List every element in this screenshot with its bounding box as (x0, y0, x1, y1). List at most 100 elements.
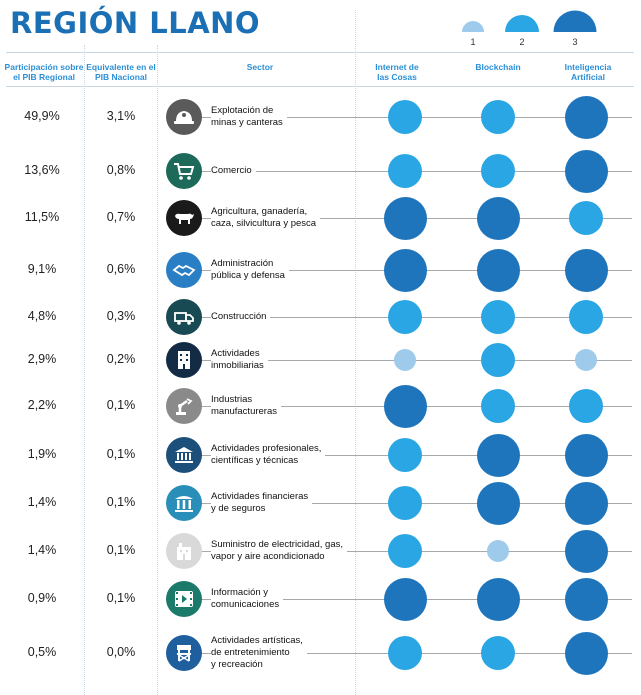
power-plant-icon (166, 533, 202, 569)
level-circle-iot (388, 534, 422, 568)
sector-label-line: de entretenimiento (211, 647, 290, 658)
equivalente-value: 0,8% (106, 163, 136, 177)
sector-label: Administración pública y defensa (211, 258, 289, 282)
level-circle-iot (388, 154, 422, 188)
legend: 1 2 3 (462, 10, 597, 47)
column-divider (355, 10, 356, 695)
participacion-value: 11,5% (24, 210, 60, 224)
level-circle-ia (564, 95, 608, 139)
participacion-value: 13,6% (24, 163, 60, 177)
level-circle-blockchain (481, 636, 515, 670)
equivalente-value: 0,3% (106, 309, 136, 323)
level-circle-ia (569, 201, 603, 235)
level-circle-ia (569, 389, 603, 423)
legend-label: 2 (519, 37, 524, 47)
level-circle-iot (388, 486, 422, 520)
header-blockchain: Blockchain (475, 62, 521, 72)
mining-helmet-icon (166, 99, 202, 135)
participacion-value: 49,9% (24, 109, 60, 123)
sector-label-line: Suministro de electricidad, gas, (211, 539, 344, 550)
level-circle-ia (564, 433, 608, 477)
sector-label-line: Actividades (211, 348, 260, 359)
equivalente-value: 0,1% (106, 447, 136, 461)
level-circle-blockchain (481, 300, 515, 334)
sector-label-line: Comercio (211, 165, 252, 176)
sector-label: Suministro de electricidad, gas, vapor y … (211, 539, 348, 563)
equivalente-value: 0,1% (106, 543, 136, 557)
header-divider-bottom (6, 86, 634, 87)
sector-label-line: científicas y técnicas (211, 455, 299, 466)
building-icon (166, 342, 202, 378)
sector-label: Construcción (211, 311, 271, 323)
level-circle-ia (569, 300, 603, 334)
equivalente-value: 0,1% (106, 591, 136, 605)
level-circle-ia (564, 481, 608, 525)
sector-label-line: inmobiliarias (211, 360, 264, 371)
level-circle-iot (388, 300, 422, 334)
level-circle-blockchain (481, 389, 515, 423)
level-circle-ia (564, 577, 608, 621)
sector-label-line: Administración (211, 258, 274, 269)
level-circle-blockchain (476, 248, 520, 292)
equivalente-value: 0,1% (106, 398, 136, 412)
sector-label: Industrias manufactureras (211, 394, 282, 418)
sector-label-line: Explotación de (211, 105, 274, 116)
sector-label-line: Construcción (211, 311, 267, 322)
sector-label-line: caza, silvicultura y pesca (211, 218, 317, 229)
sector-label-line: y recreación (211, 659, 263, 670)
legend-dome-level-2 (505, 15, 539, 32)
level-circle-blockchain (476, 433, 520, 477)
level-circle-iot (394, 349, 416, 371)
level-circle-iot (383, 248, 427, 292)
column-divider (157, 45, 158, 695)
level-circle-blockchain (476, 481, 520, 525)
level-circle-iot (388, 438, 422, 472)
shopping-cart-icon (166, 153, 202, 189)
sector-label-line: Información y (211, 587, 269, 598)
director-chair-icon (166, 635, 202, 671)
sector-label-line: Industrias (211, 394, 253, 405)
legend-dome-level-3 (553, 10, 597, 33)
participacion-value: 1,4% (27, 543, 57, 557)
sector-label-line: Actividades profesionales, (211, 443, 322, 454)
level-circle-blockchain (481, 154, 515, 188)
equivalente-value: 0,2% (106, 352, 136, 366)
legend-label: 3 (572, 37, 577, 47)
level-circle-blockchain (476, 196, 520, 240)
equivalente-value: 0,7% (106, 210, 136, 224)
sector-label-line: pública y defensa (211, 270, 285, 281)
level-circle-ia (564, 248, 608, 292)
sector-label: Actividades inmobiliarias (211, 348, 268, 372)
header-sector: Sector (246, 62, 274, 72)
level-circle-blockchain (481, 100, 515, 134)
header-divider (6, 52, 634, 53)
participacion-value: 0,9% (27, 591, 57, 605)
level-circle-iot (383, 577, 427, 621)
sector-label: Agricultura, ganadería, caza, silvicultur… (211, 206, 321, 230)
level-circle-blockchain (487, 540, 509, 562)
film-play-icon (166, 581, 202, 617)
legend-label: 1 (470, 37, 475, 47)
equivalente-value: 3,1% (106, 109, 136, 123)
cow-icon (166, 200, 202, 236)
level-circle-ia (564, 149, 608, 193)
sector-label: Comercio (211, 165, 256, 177)
equivalente-value: 0,1% (106, 495, 136, 509)
level-circle-ia (564, 631, 608, 675)
row-guide-line (200, 360, 632, 361)
institution-icon (166, 437, 202, 473)
level-circle-iot (383, 384, 427, 428)
sector-label-line: manufactureras (211, 406, 278, 417)
header-participacion: Participación sobre el PIB Regional (4, 62, 84, 82)
column-divider (84, 45, 85, 695)
participacion-value: 2,2% (27, 398, 57, 412)
participacion-value: 1,9% (27, 447, 57, 461)
truck-icon (166, 299, 202, 335)
participacion-value: 0,5% (27, 645, 57, 659)
level-circle-iot (388, 100, 422, 134)
header-ia: Inteligencia Artificial (564, 62, 612, 82)
participacion-value: 1,4% (27, 495, 57, 509)
handshake-icon (166, 252, 202, 288)
level-circle-iot (383, 196, 427, 240)
sector-label-line: comunicaciones (211, 599, 280, 610)
